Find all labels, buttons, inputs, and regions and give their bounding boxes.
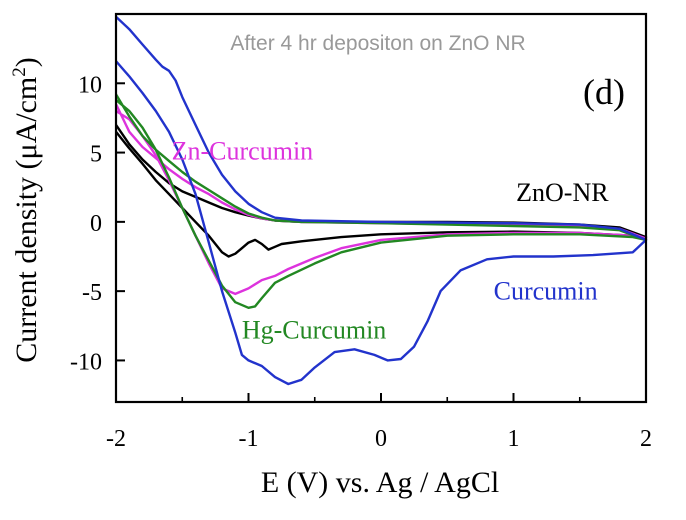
x-tick-label: 2 (640, 426, 652, 452)
series-annotations: Zn-Curcumin ZnO-NR Curcumin Hg-Curcumin (172, 137, 610, 345)
chart-title: After 4 hr depositon on ZnO NR (230, 32, 525, 55)
x-tick-label: -1 (239, 426, 259, 452)
series-line-curcumin (115, 15, 648, 386)
y-tick-label: 5 (90, 142, 102, 168)
x-tick-label: -2 (106, 426, 126, 452)
y-tick-label: -10 (70, 349, 102, 375)
x-axis-label: E (V) vs. Ag / AgCl (261, 466, 499, 499)
x-tick-label: 0 (375, 426, 387, 452)
x-tick-label: 1 (508, 426, 520, 452)
y-tick-label: 0 (90, 211, 102, 237)
y-tick-label: 10 (78, 72, 102, 98)
series-line-hg-curcumin (114, 93, 648, 309)
series-label-zno-nr: ZnO-NR (516, 178, 609, 207)
y-axis-label-sup: 2 (9, 67, 30, 77)
series-label-hg-curcumin: Hg-Curcumin (242, 315, 386, 344)
y-axis-label-end: ) (10, 57, 43, 67)
series-lines (114, 15, 648, 386)
series-label-zn-curcumin: Zn-Curcumin (172, 137, 314, 166)
series-label-curcumin: Curcumin (494, 276, 598, 305)
panel-label: (d) (583, 72, 625, 112)
y-ticks: -10 -5 0 5 10 (70, 72, 125, 375)
y-axis-label-main: Current density (μA/cm (10, 77, 43, 363)
y-axis-label: Current density (μA/cm2) (9, 57, 43, 363)
x-ticks: -2 -1 0 1 2 (106, 393, 652, 452)
y-tick-label: -5 (82, 280, 102, 306)
